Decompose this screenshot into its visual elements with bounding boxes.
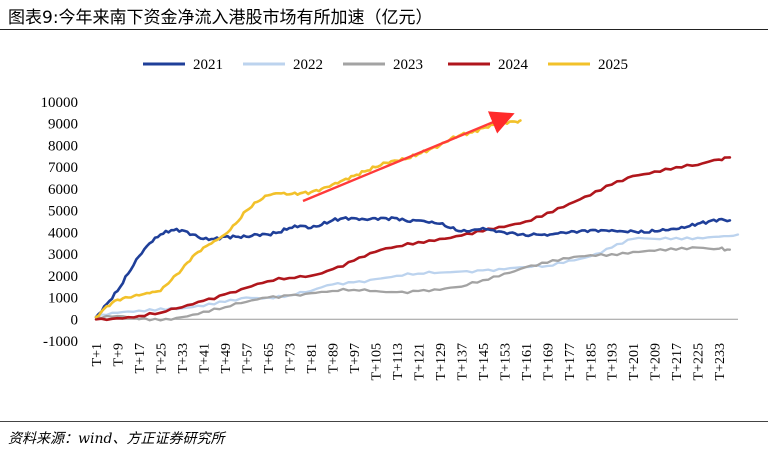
x-tick-label: T+209 bbox=[649, 343, 664, 380]
y-tick-label: -1000 bbox=[43, 334, 78, 350]
x-tick-label: T+121 bbox=[412, 343, 427, 380]
y-tick-label: 4000 bbox=[48, 225, 78, 241]
y-tick-label: 10000 bbox=[41, 95, 79, 111]
y-tick-label: 0 bbox=[71, 312, 79, 328]
x-tick-label: T+177 bbox=[563, 343, 578, 380]
legend-label-2022: 2022 bbox=[293, 57, 323, 73]
x-tick-label: T+49 bbox=[219, 343, 234, 373]
x-tick-label: T+41 bbox=[197, 343, 212, 373]
x-tick-label: T+81 bbox=[305, 343, 320, 373]
y-tick-label: 5000 bbox=[48, 204, 78, 220]
x-tick-label: T+89 bbox=[326, 343, 341, 373]
x-tick-label: T+17 bbox=[133, 343, 148, 373]
y-tick-label: 9000 bbox=[48, 117, 78, 133]
y-tick-label: 2000 bbox=[48, 269, 78, 285]
x-tick-label: T+169 bbox=[541, 343, 556, 380]
chart-title: 图表9:今年来南下资金净流入港股市场有所加速（亿元） bbox=[8, 8, 433, 28]
footer-divider bbox=[0, 421, 768, 422]
x-tick-label: T+25 bbox=[154, 343, 169, 373]
legend-label-2023: 2023 bbox=[393, 57, 423, 73]
x-tick-label: T+105 bbox=[369, 343, 384, 380]
x-tick-label: T+145 bbox=[477, 343, 492, 380]
y-tick-label: 3000 bbox=[48, 247, 78, 263]
series-line-2024 bbox=[94, 156, 732, 322]
series-line-2022 bbox=[94, 233, 740, 319]
y-tick-label: 8000 bbox=[48, 138, 78, 154]
x-tick-label: T+193 bbox=[606, 343, 621, 380]
source-note: 资料来源：wind、方正证券研究所 bbox=[8, 431, 225, 447]
legend-label-2024: 2024 bbox=[498, 57, 529, 73]
series-line-2021 bbox=[94, 216, 732, 319]
x-tick-label: T+113 bbox=[391, 343, 406, 380]
x-tick-label: T+1 bbox=[90, 343, 105, 366]
x-tick-label: T+97 bbox=[348, 343, 363, 373]
x-tick-label: T+33 bbox=[176, 343, 191, 373]
legend-label-2025: 2025 bbox=[598, 57, 628, 73]
x-tick-label: T+137 bbox=[455, 343, 470, 380]
x-tick-label: T+217 bbox=[670, 343, 685, 380]
x-tick-label: T+225 bbox=[692, 343, 707, 380]
x-tick-label: T+153 bbox=[498, 343, 513, 380]
x-tick-label: T+161 bbox=[520, 343, 535, 380]
x-tick-label: T+233 bbox=[713, 343, 728, 380]
title-divider bbox=[0, 29, 768, 30]
legend: 2021 2022 2023 2024 2025 bbox=[143, 57, 628, 73]
series-line-2025 bbox=[94, 119, 522, 319]
x-tick-label: T+129 bbox=[434, 343, 449, 380]
x-axis: T+1 T+9 T+17 T+25 T+33 T+41 T+49 T+57 T+65 T+73 T+… bbox=[90, 318, 738, 380]
x-tick-label: T+73 bbox=[283, 343, 298, 373]
trend-arrow bbox=[302, 111, 515, 203]
x-tick-label: T+201 bbox=[627, 343, 642, 380]
y-tick-label: 1000 bbox=[48, 291, 78, 307]
y-tick-label: 7000 bbox=[48, 160, 78, 176]
x-tick-label: T+65 bbox=[262, 343, 277, 373]
x-tick-label: T+9 bbox=[111, 343, 126, 366]
legend-label-2021: 2021 bbox=[193, 57, 223, 73]
series-layer bbox=[94, 119, 740, 322]
y-axis: -1000 0 1000 2000 3000 4000 5000 6000 7000 8000 90… bbox=[41, 95, 79, 350]
y-tick-label: 6000 bbox=[48, 182, 78, 198]
x-tick-label: T+185 bbox=[584, 343, 599, 380]
x-tick-label: T+57 bbox=[240, 343, 255, 373]
series-line-2023 bbox=[94, 246, 732, 322]
line-chart: 2021 2022 2023 2024 2025 -1000 0 1000 2000 3000 4… bbox=[41, 57, 740, 380]
